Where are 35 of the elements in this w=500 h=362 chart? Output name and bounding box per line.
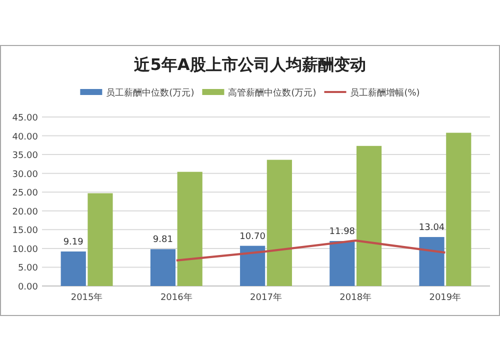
data-label: 9.19	[63, 237, 84, 248]
chart-title: 近5年A股上市公司人均薪酬变动	[133, 55, 366, 74]
bar	[266, 160, 292, 286]
data-label: 13.04	[418, 223, 445, 234]
y-tick-label: 20.00	[12, 207, 38, 218]
line-series	[175, 239, 446, 262]
y-tick-label: 5.00	[18, 264, 38, 274]
bar	[330, 241, 355, 286]
bar	[419, 237, 444, 286]
x-tick-label: 2016年	[160, 292, 192, 303]
x-tick-label: 2017年	[250, 292, 282, 303]
x-tick-label: 2018年	[340, 292, 372, 303]
legend-label: 员工薪酬增幅(%)	[350, 88, 420, 98]
y-tick-label: 25.00	[12, 188, 38, 199]
y-tick-label: 10.00	[12, 244, 38, 255]
x-tick-label: 2019年	[429, 292, 462, 303]
y-tick-label: 0.00	[18, 282, 38, 292]
bar	[88, 193, 113, 286]
y-tick-label: 30.00	[12, 170, 38, 180]
x-tick-label: 2015年	[70, 292, 103, 303]
data-label: 11.98	[329, 227, 356, 238]
data-label: 10.70	[240, 232, 266, 242]
bar	[240, 246, 266, 286]
bar	[177, 172, 202, 286]
bar	[446, 132, 472, 286]
bar	[356, 146, 382, 286]
y-tick-label: 35.00	[12, 151, 38, 162]
y-tick-label: 15.00	[12, 226, 38, 236]
legend-label: 高管薪酬中位数(万元)	[228, 88, 316, 98]
legend-label: 员工薪酬中位数(万元)	[106, 88, 194, 98]
y-tick-label: 45.00	[12, 114, 38, 124]
y-tick-label: 40.00	[12, 132, 38, 142]
data-label: 9.81	[152, 235, 173, 246]
bar	[150, 249, 176, 286]
bar	[60, 251, 86, 286]
